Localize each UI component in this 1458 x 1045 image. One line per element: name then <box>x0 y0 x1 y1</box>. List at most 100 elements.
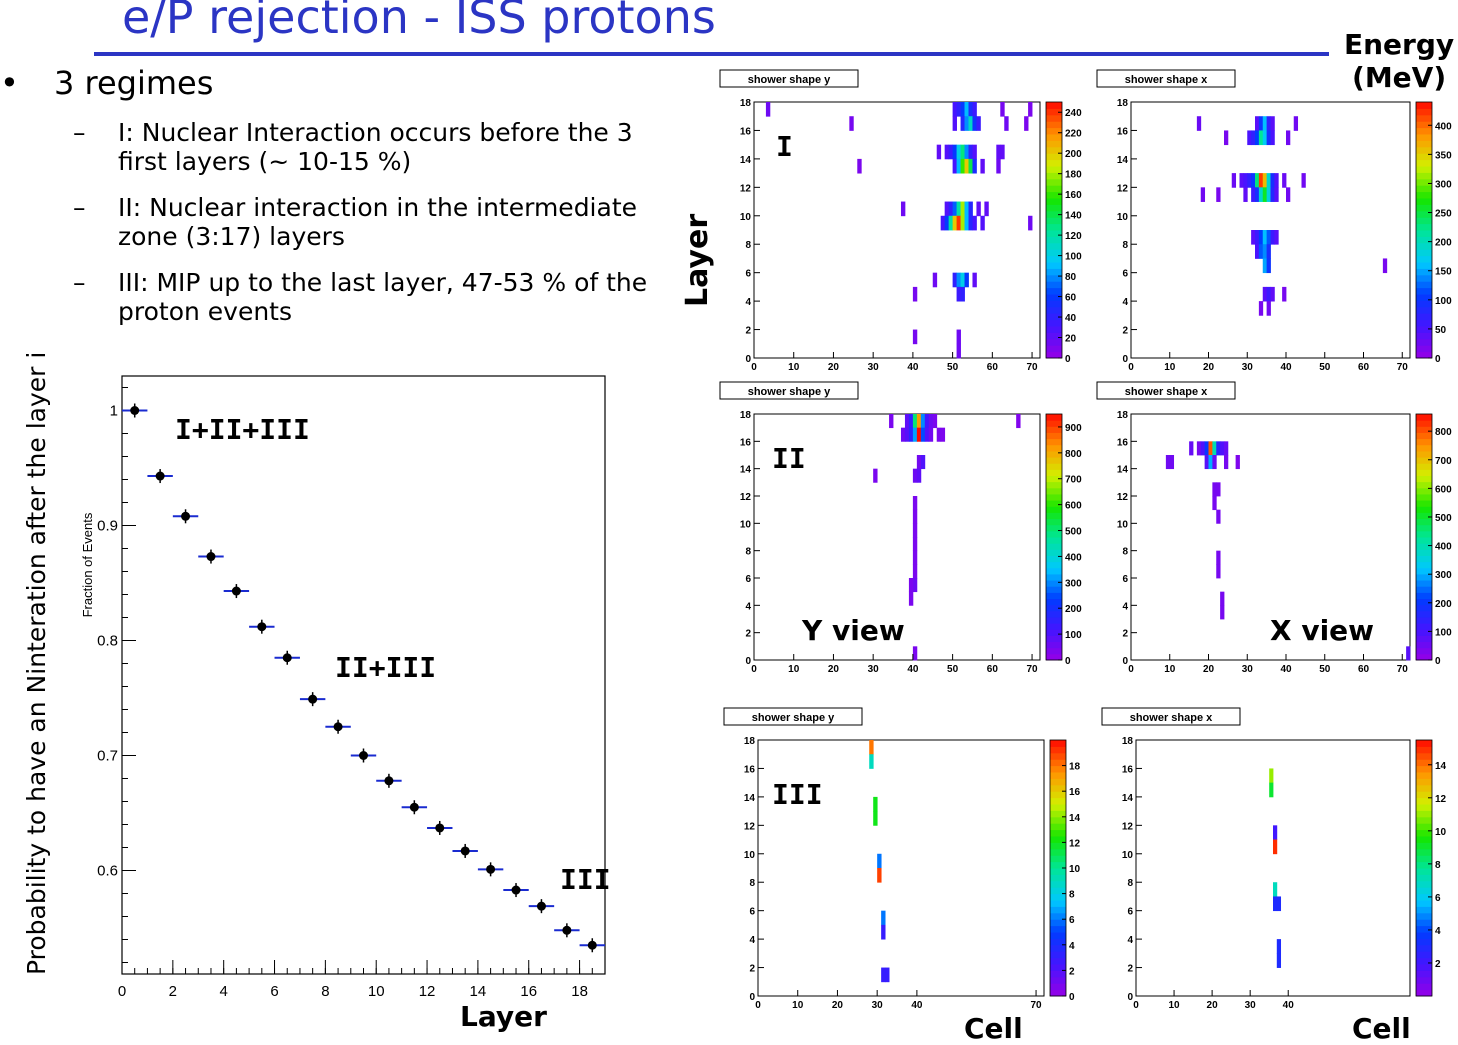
colorbar-tick-label: 700 <box>1435 456 1452 467</box>
x-tick-label: 70 <box>1026 362 1038 373</box>
colorbar-segment <box>1046 319 1062 327</box>
colorbar-segment <box>1416 102 1432 109</box>
colorbar-segment <box>1416 506 1432 513</box>
colorbar-tick-label: 700 <box>1065 475 1082 486</box>
heatmap-cell <box>1169 455 1175 470</box>
x-tick-label: 12 <box>419 983 436 1000</box>
heatmap-cell <box>964 158 969 174</box>
cell-axis-label: Cell <box>964 1012 1023 1045</box>
colorbar-segment <box>1416 249 1432 257</box>
heatmap-cell <box>1028 215 1033 231</box>
y-tick-label: 14 <box>744 793 756 804</box>
y-tick-label: 0.7 <box>97 748 118 765</box>
colorbar-segment <box>1046 255 1062 263</box>
colorbar-segment <box>1050 746 1066 754</box>
heatmap-cell <box>1276 939 1282 954</box>
colorbar-segment <box>1416 351 1432 359</box>
colorbar-tick-label: 50 <box>1435 325 1447 336</box>
heatmap-cell <box>904 427 910 442</box>
colorbar-tick-label: 200 <box>1435 238 1452 249</box>
x-tick-label: 20 <box>1207 1000 1219 1011</box>
colorbar-segment <box>1046 287 1062 295</box>
heatmap-cell <box>952 158 957 174</box>
colorbar-segment <box>1416 487 1432 495</box>
colorbar-tick-label: 200 <box>1065 149 1082 160</box>
heatmap-cell <box>1028 102 1033 117</box>
x-tick-label: 0 <box>1128 362 1134 373</box>
colorbar-segment <box>1416 586 1432 593</box>
data-point <box>231 586 241 596</box>
heatmap-cell <box>956 272 961 288</box>
heatmap-cell <box>952 215 957 231</box>
heatmap-cell <box>1282 286 1287 302</box>
heatmap-cell <box>912 523 918 538</box>
colorbar-segment <box>1416 242 1432 250</box>
colorbar-tick-label: 0 <box>1065 656 1071 667</box>
heatmap-cell <box>916 427 922 442</box>
heatmap-x-regime-2: shower shape x0 10 20 30 40 50 60 7002468101214… <box>1096 381 1452 675</box>
sub-item-3: – III: MIP up to the last layer, 47-53 %… <box>0 268 660 328</box>
colorbar-tick-label: 100 <box>1065 630 1082 641</box>
y-tick-label: 6 <box>1122 574 1128 585</box>
y-tick-label: 16 <box>1117 437 1129 448</box>
y-tick-label: 8 <box>1122 240 1128 251</box>
heatmap-cell <box>1200 441 1206 456</box>
heatmap-cell <box>960 102 965 117</box>
heatmap-cell <box>932 414 938 429</box>
heatmap-cell <box>912 427 918 442</box>
heatmap-cell <box>1024 116 1029 131</box>
colorbar-segment <box>1416 592 1432 599</box>
heatmap-cell <box>904 414 910 429</box>
colorbar-segment <box>1416 887 1432 895</box>
colorbar-segment <box>1046 153 1062 161</box>
y-tick-label: 0 <box>1122 354 1128 365</box>
colorbar-tick-label: 14 <box>1435 761 1447 772</box>
y-tick-label: 10 <box>1122 850 1134 861</box>
y-tick-label: 18 <box>1122 736 1134 747</box>
heatmap-cell <box>1216 441 1221 456</box>
heatmap-cell <box>956 329 961 345</box>
heatmap-cell <box>912 414 918 429</box>
heatmap-cell <box>1270 286 1275 302</box>
colorbar-segment <box>1416 543 1432 550</box>
heatmap-cell <box>932 272 938 288</box>
heatmap-cell <box>1208 441 1213 456</box>
colorbar-segment <box>1416 524 1432 532</box>
heatmap-cell <box>1239 173 1244 188</box>
heatmap-cell <box>968 116 973 131</box>
colorbar-segment <box>1046 127 1062 135</box>
heatmap-cell <box>908 578 914 593</box>
colorbar-segment <box>1046 592 1062 599</box>
heatmap-cell <box>1196 116 1202 131</box>
colorbar-segment <box>1416 823 1432 831</box>
colorbar-segment <box>1416 925 1432 933</box>
heatmap-cell <box>1273 896 1278 912</box>
heatmap-cell <box>1262 116 1268 131</box>
colorbar-segment <box>1046 487 1062 495</box>
colorbar-segment <box>1416 140 1432 148</box>
heatmap-cell <box>881 910 886 926</box>
colorbar-segment <box>1046 230 1062 237</box>
heatmap-cell <box>964 201 969 217</box>
colorbar-segment <box>1416 740 1432 747</box>
colorbar-tick-label: 40 <box>1065 313 1077 324</box>
colorbar-segment <box>1046 306 1062 314</box>
colorbar-tick-label: 600 <box>1065 501 1082 512</box>
colorbar-tick-label: 200 <box>1435 599 1452 610</box>
y-tick-label: 12 <box>740 492 752 503</box>
heatmap-cell <box>944 215 950 231</box>
y-tick-label: 0 <box>1122 656 1128 667</box>
colorbar-segment <box>1050 829 1066 837</box>
heatmap-cell <box>1262 130 1268 146</box>
heatmap-cell <box>948 215 954 231</box>
heatmap-cell <box>1255 173 1260 188</box>
heatmap-cell <box>1258 130 1264 146</box>
heatmap-cell <box>869 740 874 755</box>
colorbar-segment <box>1416 765 1432 773</box>
heatmap-cell <box>936 427 942 442</box>
heatmap-cell <box>916 468 922 483</box>
y-tick-label: 14 <box>740 155 752 166</box>
data-point <box>486 864 496 874</box>
heatmap-cell <box>1004 116 1009 131</box>
colorbar-segment <box>1046 338 1062 346</box>
